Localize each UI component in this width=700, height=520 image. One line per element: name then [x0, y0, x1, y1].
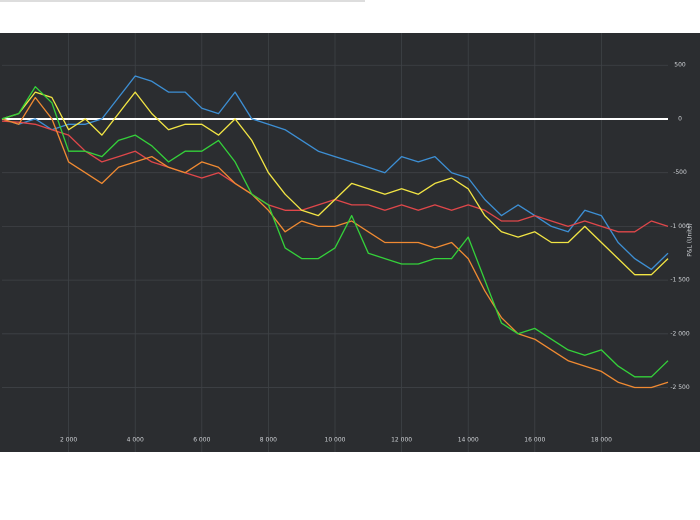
- series-line: [1, 91, 669, 276]
- series-line: [1, 96, 669, 389]
- y-tick-label: -2 000: [670, 330, 690, 337]
- x-tick-label: 2 000: [60, 437, 77, 444]
- x-tick-label: 14 000: [458, 437, 479, 444]
- y-tick-label: 0: [678, 115, 682, 122]
- plot-background: [0, 33, 700, 452]
- series-line: [1, 86, 669, 378]
- x-tick-label: 6 000: [193, 437, 210, 444]
- x-tick-label: 10 000: [325, 437, 346, 444]
- y-tick-label: -2 500: [670, 384, 690, 391]
- x-tick-label: 4 000: [127, 437, 144, 444]
- series-line: [1, 75, 669, 271]
- y-tick-label: -500: [673, 169, 687, 176]
- y-tick-label: -1 000: [670, 223, 690, 230]
- y-tick-label: 500: [674, 62, 686, 69]
- x-tick-label: 18 000: [591, 437, 612, 444]
- x-tick-label: 16 000: [524, 437, 545, 444]
- x-tick-label: 8 000: [260, 437, 277, 444]
- y-tick-label: -1 500: [670, 277, 690, 284]
- y-axis-title: P&L (Units): [687, 223, 694, 257]
- x-tick-label: 12 000: [391, 437, 412, 444]
